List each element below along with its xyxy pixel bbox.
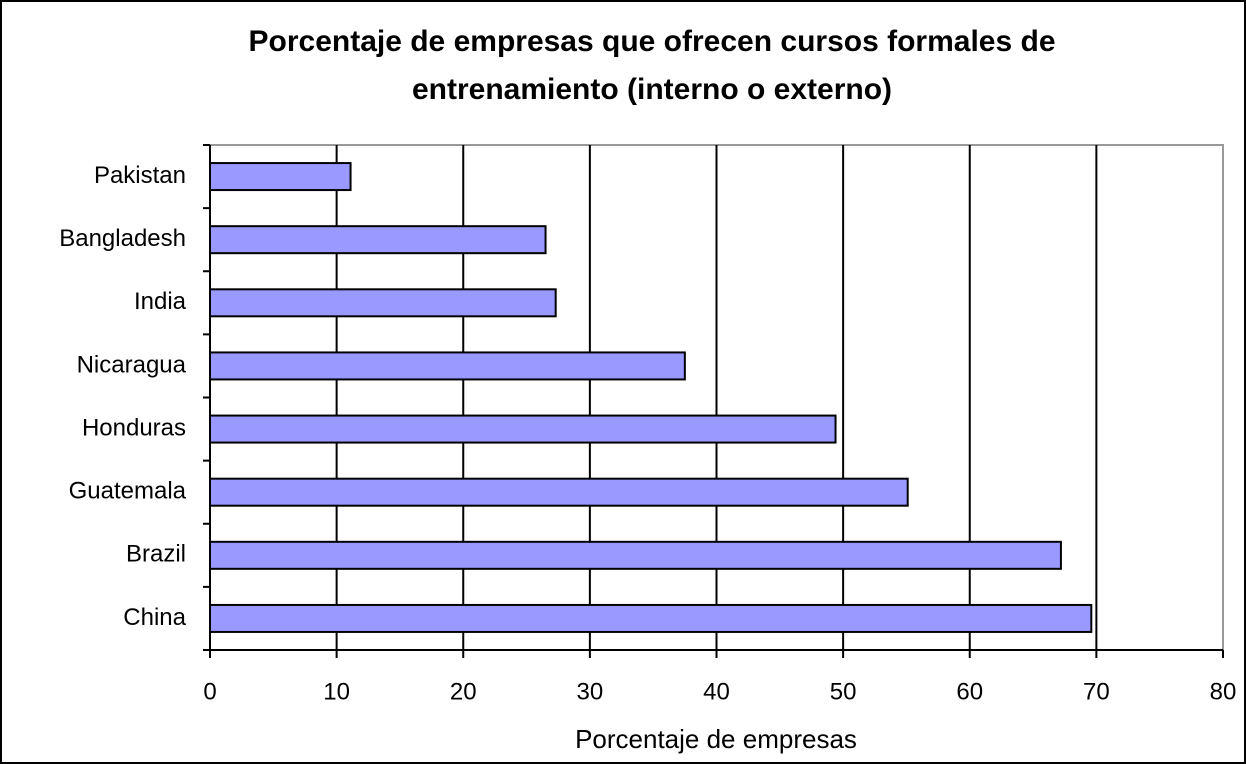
bar bbox=[209, 540, 1062, 570]
x-tick-label: 30 bbox=[577, 678, 604, 705]
x-tick-label: 60 bbox=[956, 678, 983, 705]
x-axis-label: Porcentaje de empresas bbox=[575, 724, 857, 754]
y-tick-label: Nicaragua bbox=[77, 351, 187, 378]
y-tick-label: India bbox=[134, 288, 187, 315]
bar bbox=[209, 225, 547, 255]
bar bbox=[209, 288, 557, 318]
bar bbox=[209, 414, 837, 444]
x-tick-label: 80 bbox=[1210, 678, 1237, 705]
bar bbox=[209, 477, 909, 507]
x-tick-label: 50 bbox=[830, 678, 857, 705]
bar bbox=[209, 603, 1093, 633]
x-tick-label: 10 bbox=[323, 678, 350, 705]
y-tick-label: Brazil bbox=[126, 541, 186, 568]
y-tick-label: Pakistan bbox=[94, 162, 186, 189]
y-tick-label: Bangladesh bbox=[59, 225, 186, 252]
x-tick-label: 70 bbox=[1083, 678, 1110, 705]
bar bbox=[209, 162, 352, 192]
x-tick-label: 40 bbox=[703, 678, 730, 705]
bar bbox=[209, 351, 686, 381]
y-tick-label: Guatemala bbox=[69, 478, 187, 505]
chart-title: Porcentaje de empresas que ofrecen curso… bbox=[248, 25, 1056, 106]
y-tick-label: Honduras bbox=[82, 414, 186, 441]
y-tick-label: China bbox=[123, 604, 186, 631]
x-tick-label: 0 bbox=[203, 678, 216, 705]
x-tick-label: 20 bbox=[450, 678, 477, 705]
